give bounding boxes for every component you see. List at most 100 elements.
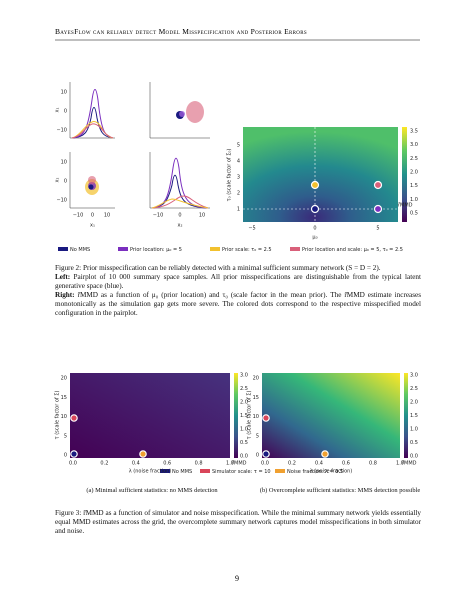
legend-label: Prior location and scale: μ₀ = 5, τ₀ = 2…	[302, 247, 403, 253]
axis-label: x₂	[178, 223, 183, 229]
subcaption: (a) Minimal sufficient statistics: no MM…	[86, 487, 218, 494]
heatmap	[70, 373, 230, 458]
axis-label: x₂	[55, 178, 61, 183]
colorbar-tick-label: 3.0	[240, 373, 248, 379]
caption-text: Pairplot of 10 000 summary space samples…	[55, 273, 421, 290]
x-tick-label: 0.4	[132, 461, 140, 467]
legend-label: Simulator scale: τ = 10	[212, 469, 271, 475]
y-tick-label: 0	[64, 179, 67, 185]
axis-label: τ (scale factor of Σ)	[247, 391, 253, 440]
markers	[310, 180, 383, 214]
figure-caption: Figure 2: Prior misspecification can be …	[55, 264, 421, 318]
legend-swatches	[58, 247, 300, 251]
colorbar-tick-label: 3.0	[410, 373, 418, 379]
y-tick-label: 3	[237, 175, 240, 181]
legend-label: Prior location: μ₀ = 5	[130, 247, 182, 253]
legend-label: No MMS	[70, 247, 90, 253]
x-tick-label: 0.6	[342, 461, 350, 467]
y-tick-label: 15	[253, 395, 259, 401]
page-number: 9	[235, 574, 239, 583]
colorbar-tick-label: 2.5	[240, 386, 248, 392]
y-tick-label: 15	[61, 395, 67, 401]
colorbar-label: r̂MMD	[398, 203, 413, 209]
colorbar-tick-label: 2.0	[410, 170, 418, 176]
axis-label: μ₀	[312, 235, 317, 241]
y-tick-label: −10	[56, 128, 67, 134]
x-tick-label: −5	[248, 226, 255, 232]
y-tick-label: 10	[61, 414, 67, 420]
colorbar-tick-label: 0.0	[410, 454, 418, 460]
legend-label: Noise fraction: λ = 0.5	[287, 469, 343, 475]
x-tick-label: 0	[91, 213, 94, 219]
y-tick-label: 5	[64, 433, 67, 439]
caption-heading: Left:	[55, 273, 71, 281]
caption-heading: Right:	[55, 291, 75, 299]
y-tick-label: 20	[61, 376, 67, 382]
heatmap	[243, 127, 398, 222]
figure-caption: Figure 3: r̂MMD as a function of simulat…	[55, 509, 421, 535]
y-tick-label: 20	[253, 376, 259, 382]
pairplot	[69, 82, 210, 209]
heatmap	[262, 373, 400, 458]
x-tick-label: 0.0	[69, 461, 77, 467]
y-tick-label: 0	[64, 453, 67, 459]
colorbar-tick-label: 0.5	[240, 440, 248, 446]
colorbar-tick-label: 1.0	[240, 427, 248, 433]
y-tick-label: 0	[64, 109, 67, 115]
subcaption: (b) Overcomplete sufficient statistics: …	[259, 487, 421, 494]
x-tick-label: 0.0	[261, 461, 269, 467]
colorbar-tick-label: 2.0	[410, 400, 418, 406]
colorbar-tick-label: 2.5	[410, 156, 418, 162]
x-tick-label: 5	[376, 226, 379, 232]
y-tick-label: 10	[61, 90, 67, 96]
markers	[70, 414, 329, 458]
colorbar-tick-label: 1.0	[410, 427, 418, 433]
x-tick-label: −10	[153, 213, 164, 219]
axis-label: τ (scale factor of Σ)	[55, 391, 61, 440]
colorbar-tick-label: 1.5	[410, 413, 418, 419]
legend-label: No MMS	[172, 469, 192, 475]
colorbar-tick-label: 1.5	[410, 183, 418, 189]
caption-text: r̂MMD as a function of μ₀ (prior locatio…	[55, 291, 422, 317]
y-tick-label: 4	[237, 159, 240, 165]
x-tick-label: 0.2	[100, 461, 108, 467]
x-tick-label: 0.2	[288, 461, 296, 467]
legend-label: Prior scale: τ₀ = 2.5	[222, 247, 272, 253]
axis-label: τ₀ (scale factor of Σ₀)	[227, 149, 233, 202]
y-tick-label: −10	[56, 198, 67, 204]
axis-label: λ (noise fraction)	[310, 469, 353, 475]
colorbar	[404, 373, 408, 458]
colorbar-tick-label: 0.0	[240, 454, 248, 460]
axis-label: λ (noise fraction)	[129, 469, 172, 475]
x-tick-label: 0	[313, 226, 316, 232]
caption-lead: Figure 2: Prior misspecification can be …	[55, 264, 381, 272]
colorbar-tick-label: 0.5	[410, 440, 418, 446]
y-tick-label: 5	[256, 433, 259, 439]
y-tick-label: 10	[61, 160, 67, 166]
colorbar-tick-label: 3.0	[410, 142, 418, 148]
axis-label: x₁	[90, 223, 95, 229]
colorbar-tick-label: 3.5	[410, 129, 418, 135]
x-tick-label: 0.6	[163, 461, 171, 467]
y-tick-label: 1	[237, 207, 240, 213]
colorbar	[234, 373, 238, 458]
running-header: BayesFlow can reliably detect Model Miss…	[55, 27, 307, 36]
x-tick-label: 0.8	[369, 461, 377, 467]
x-tick-label: 1.0	[226, 461, 234, 467]
y-tick-label: 2	[237, 191, 240, 197]
x-tick-label: −10	[73, 213, 84, 219]
colorbar-tick-label: 0.5	[410, 211, 418, 217]
colorbar-label: r̂MMD	[232, 461, 247, 467]
colorbar-tick-label: 1.5	[240, 413, 248, 419]
colorbar-tick-label: 2.5	[410, 386, 418, 392]
x-tick-label: 10	[199, 213, 205, 219]
colorbar	[402, 127, 407, 222]
x-tick-label: 10	[104, 213, 110, 219]
x-tick-label: 0	[178, 213, 181, 219]
x-tick-label: 0.4	[315, 461, 323, 467]
colorbar-label: r̂MMD	[402, 461, 417, 467]
y-tick-label: 0	[256, 453, 259, 459]
axis-label: x₁	[55, 108, 61, 113]
